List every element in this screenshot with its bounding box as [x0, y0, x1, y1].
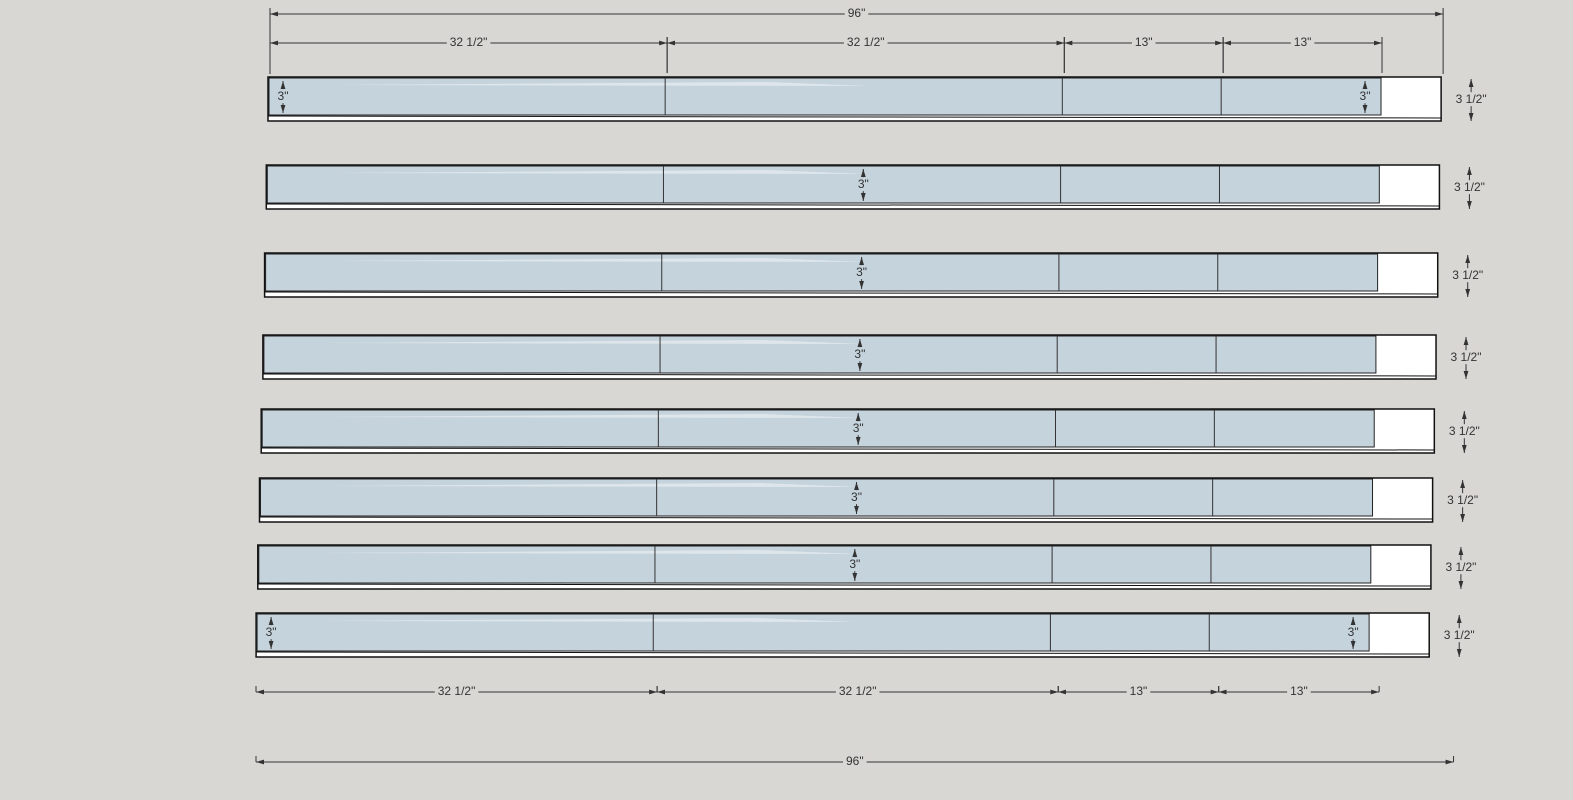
- label-background: [1454, 92, 1488, 107]
- dimension-label: 3": [1360, 89, 1371, 103]
- glare: [319, 483, 860, 487]
- label-background: [835, 684, 880, 699]
- glare: [324, 258, 865, 262]
- dimension-label: 3": [858, 177, 869, 191]
- rip-strip: [258, 545, 1372, 584]
- label-background: [848, 557, 862, 572]
- label-background: [1449, 350, 1483, 365]
- label-background: [842, 754, 867, 769]
- label-background: [1131, 35, 1156, 50]
- label-background: [855, 265, 869, 280]
- dimension-label: 3 1/2": [1444, 628, 1475, 642]
- label-background: [844, 6, 869, 21]
- label-background: [856, 177, 870, 192]
- rip-strip: [256, 613, 1370, 652]
- label-background: [1358, 89, 1372, 104]
- glare: [322, 340, 863, 344]
- rip-strip: [261, 409, 1375, 448]
- label-background: [1287, 684, 1311, 699]
- dimension-label: 3": [853, 421, 864, 435]
- dimension-label: 3 1/2": [1452, 268, 1483, 282]
- dimension-label: 3": [278, 89, 289, 103]
- dimension-label: 3": [856, 265, 867, 279]
- label-background: [446, 35, 491, 50]
- dimension-label: 3 1/2": [1449, 424, 1480, 438]
- glare: [326, 170, 867, 174]
- dimension-label: 13": [1130, 684, 1148, 698]
- label-background: [1452, 180, 1486, 195]
- dimension-label: 3": [851, 490, 862, 504]
- dimension-label: 3": [266, 625, 277, 639]
- label-background: [434, 684, 479, 699]
- rip-strip: [268, 77, 1382, 116]
- label-background: [853, 347, 867, 362]
- board-edge: [259, 516, 1433, 520]
- glare: [321, 414, 862, 418]
- dimension-label: 3": [854, 347, 865, 361]
- dimension-label: 32 1/2": [839, 684, 877, 698]
- rip-strip: [266, 165, 1380, 204]
- label-background: [850, 490, 863, 505]
- dimension-label: 3 1/2": [1447, 493, 1478, 507]
- dimension-label: 13": [1294, 35, 1312, 49]
- board-edge: [256, 651, 1430, 655]
- rip-strip: [265, 253, 1379, 292]
- dimension-label: 3 1/2": [1454, 180, 1485, 194]
- dimension-label: 3 1/2": [1451, 350, 1482, 364]
- dimension-label: 13": [1135, 35, 1153, 49]
- dimension-label: 32 1/2": [847, 35, 885, 49]
- glare: [328, 82, 868, 86]
- dimension-label: 13": [1290, 684, 1308, 698]
- label-background: [1447, 424, 1481, 439]
- dimension-label: 3 1/2": [1445, 560, 1476, 574]
- label-background: [1451, 268, 1485, 283]
- label-background: [1442, 628, 1476, 643]
- label-background: [843, 35, 888, 50]
- label-background: [1446, 493, 1480, 508]
- rip-strip: [260, 478, 1374, 517]
- board-edge: [264, 291, 1438, 295]
- label-background: [1346, 625, 1360, 640]
- dimension-label: 96": [846, 754, 864, 768]
- glare: [316, 618, 857, 622]
- board-edge: [257, 583, 1431, 587]
- dimension-label: 3 1/2": [1456, 92, 1487, 106]
- dimension-label: 32 1/2": [450, 35, 488, 49]
- board-edge: [262, 373, 1437, 377]
- dimension-label: 96": [848, 6, 866, 20]
- dimension-label: 3": [1348, 625, 1359, 639]
- board-edge: [267, 115, 1442, 119]
- board-edge: [261, 447, 1435, 451]
- label-background: [851, 421, 865, 436]
- glare: [317, 550, 858, 554]
- dimension-label: 3": [849, 557, 860, 571]
- rip-strip: [263, 335, 1377, 374]
- label-background: [1126, 684, 1151, 699]
- label-background: [1290, 35, 1315, 50]
- board-edge: [266, 203, 1440, 207]
- label-background: [1444, 560, 1478, 575]
- label-background: [264, 625, 278, 640]
- label-background: [276, 89, 290, 104]
- dimension-label: 32 1/2": [438, 684, 476, 698]
